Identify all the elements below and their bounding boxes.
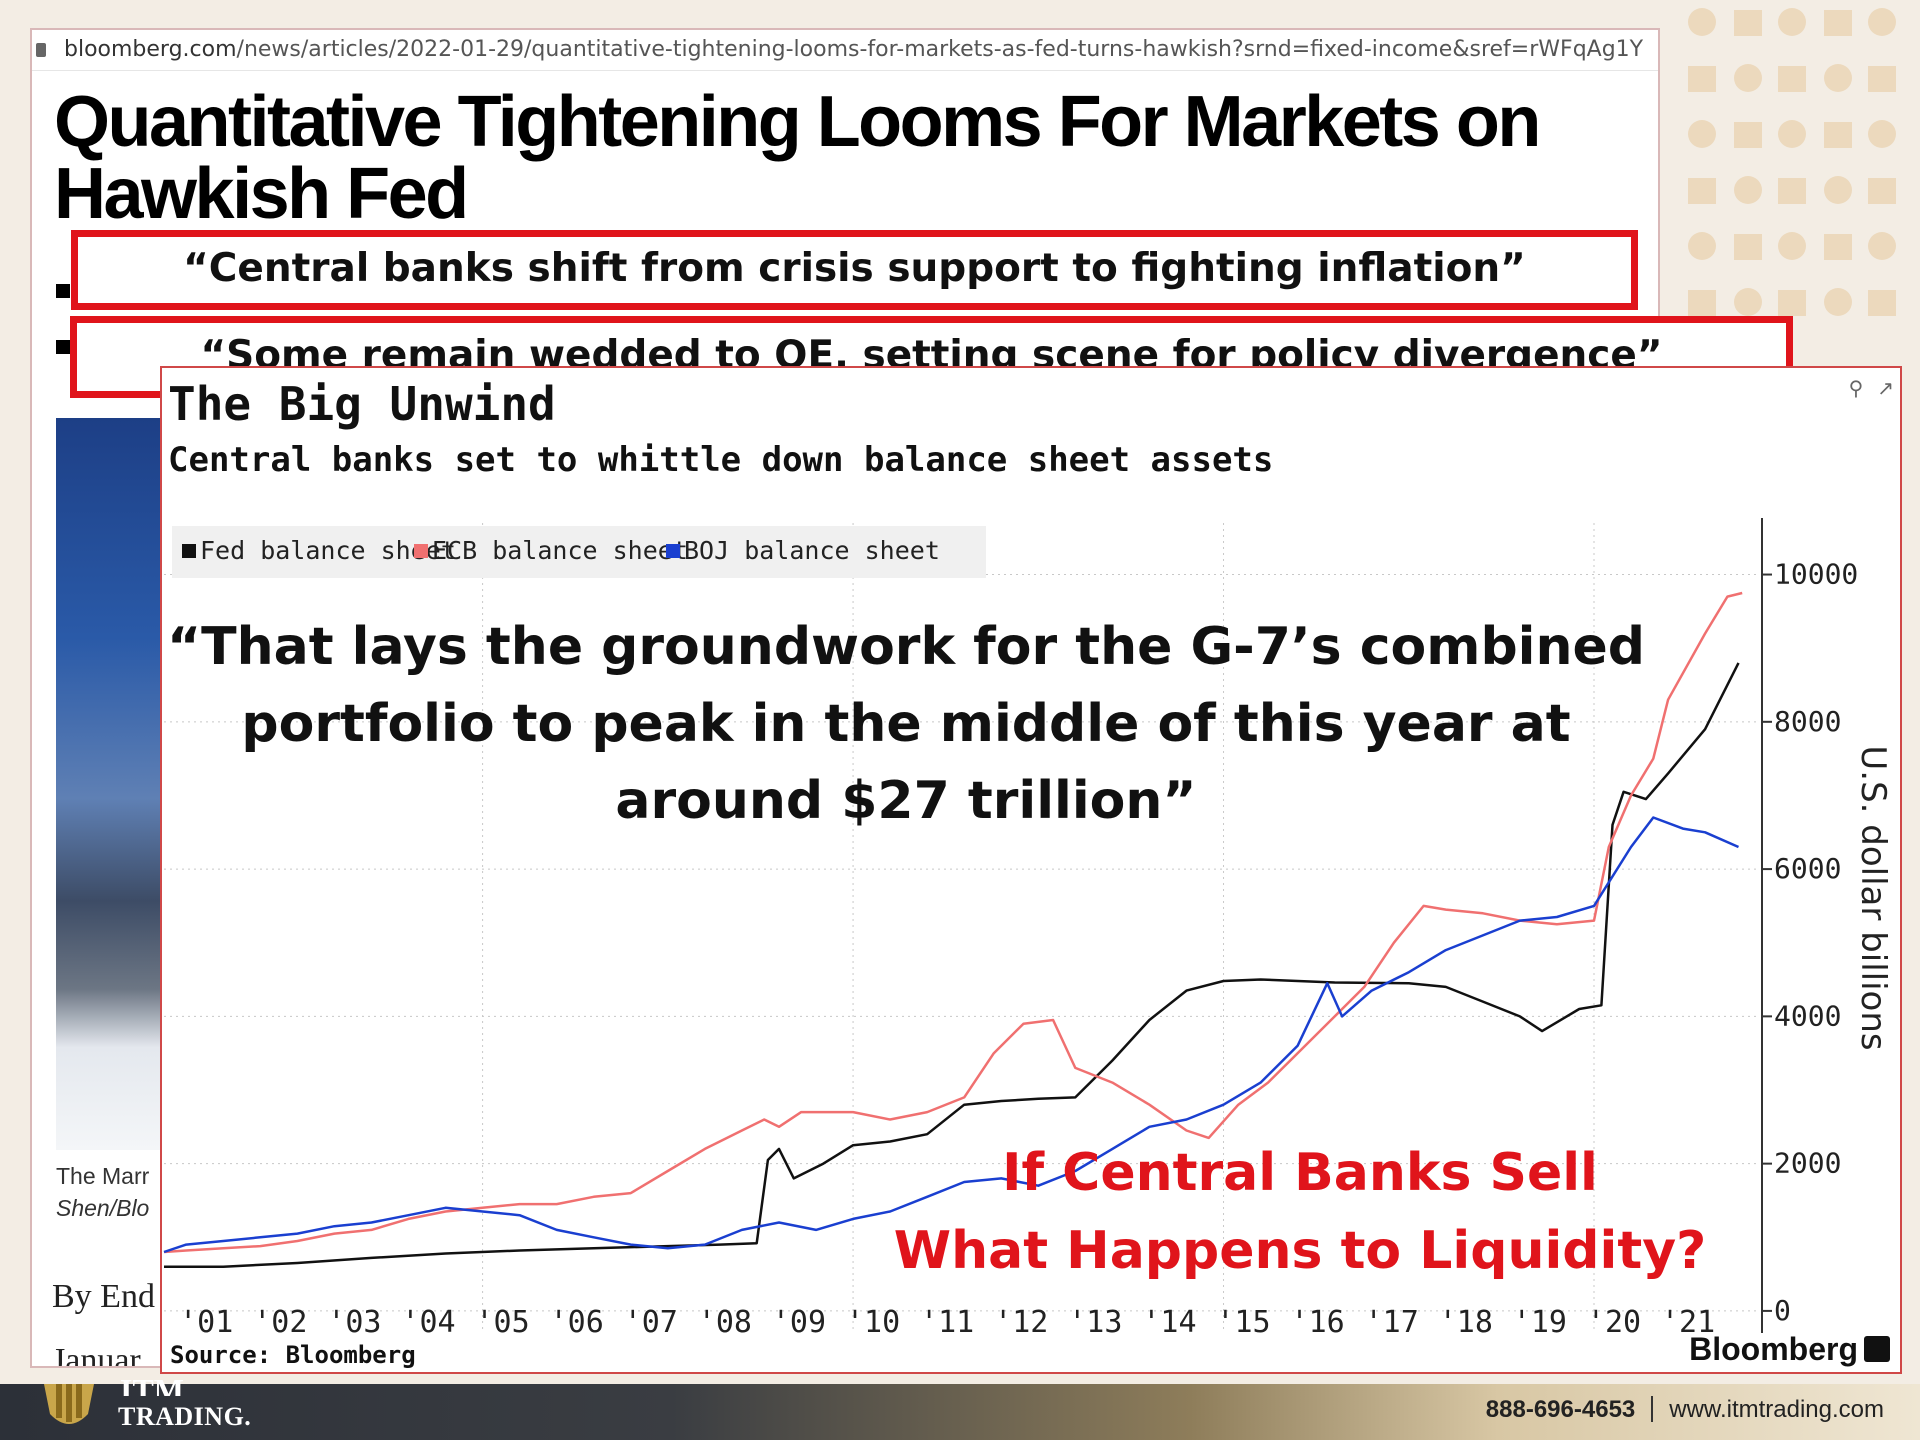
legend-entry: BOJ balance sheet (684, 536, 940, 565)
x-tick-label: '13 (1068, 1305, 1122, 1340)
y-tick-label: 6000 (1774, 852, 1841, 885)
chart-toolbar: ⚲ ↗ (1849, 368, 1894, 408)
logo-wordmark-top: ITM (120, 1376, 184, 1396)
bloomberg-logo-icon (1864, 1336, 1890, 1362)
y-tick-label: 0 (1774, 1294, 1791, 1327)
y-tick-label: 4000 (1774, 999, 1841, 1032)
x-tick-label: '15 (1216, 1305, 1270, 1340)
x-tick-label: '01 (179, 1305, 233, 1340)
x-tick-label: '08 (698, 1305, 752, 1340)
dateline: Januar (52, 1342, 141, 1368)
chart-subtitle: Central banks set to whittle down balanc… (168, 440, 1273, 480)
x-tick-label: '09 (772, 1305, 826, 1340)
x-tick-label: '11 (920, 1305, 974, 1340)
x-tick-label: '18 (1439, 1305, 1493, 1340)
x-tick-label: '14 (1142, 1305, 1196, 1340)
overlay-question-line-1: If Central Banks Sell (1002, 1143, 1598, 1203)
legend-swatch (182, 544, 196, 558)
photo-caption: The Marr Shen/Blo (56, 1160, 149, 1224)
legend-swatch (666, 544, 680, 558)
bullet-icon (56, 340, 70, 354)
y-axis-label: U.S. dollar billions (1853, 745, 1893, 1050)
chart-brand: Bloomberg (1689, 1331, 1858, 1367)
legend-entry: Fed balance sheet (200, 536, 456, 565)
bullet-icon (56, 284, 70, 298)
overlay-question-line-2: What Happens to Liquidity? (894, 1221, 1707, 1281)
contact-separator (1651, 1396, 1654, 1422)
website-link[interactable]: www.itmtrading.com (1669, 1396, 1884, 1423)
share-icon[interactable]: ↗ (1877, 377, 1894, 400)
contact-info: 888-696-4653 www.itmtrading.com (1486, 1396, 1884, 1424)
balance-sheet-chart: The Big Unwind Central banks set to whitt… (163, 377, 1893, 1369)
legend-swatch (414, 544, 428, 558)
phone-number: 888-696-4653 (1485, 1396, 1636, 1423)
caption-line-1: The Marr (56, 1163, 150, 1189)
decorative-pattern (1688, 8, 1896, 316)
x-tick-label: '03 (327, 1305, 381, 1340)
legend-entry: ECB balance sheet (432, 536, 688, 565)
lock-icon (36, 43, 46, 57)
legend-box (172, 526, 986, 578)
url-bar[interactable]: bloomberg.com/news/articles/2022-01-29/q… (32, 30, 1658, 71)
footer-bar: ITM TRADING. 888-696-4653 www.itmtrading.… (0, 1376, 1920, 1440)
byline: By End (52, 1278, 155, 1315)
callout-quote-1: “Central banks shift from crisis support… (71, 230, 1638, 310)
y-tick-label: 2000 (1774, 1147, 1841, 1180)
article-headline: Quantitative Tightening Looms For Market… (54, 86, 1654, 230)
chart-panel: The Big Unwind Central banks set to whitt… (160, 366, 1902, 1374)
caption-line-2: Shen/Blo (56, 1195, 150, 1221)
url-host: bloomberg.com (64, 37, 237, 62)
series-line-boj (163, 816, 1740, 1254)
x-tick-label: '10 (846, 1305, 900, 1340)
x-tick-label: '05 (476, 1305, 530, 1340)
y-tick-label: 8000 (1774, 705, 1841, 738)
x-tick-label: '06 (550, 1305, 604, 1340)
chart-title: The Big Unwind (168, 377, 556, 431)
x-tick-label: '20 (1587, 1305, 1641, 1340)
x-tick-label: '02 (253, 1305, 307, 1340)
x-tick-label: '21 (1661, 1305, 1715, 1340)
overlay-quote-line-3: around $27 trillion” (615, 771, 1196, 831)
x-tick-label: '04 (401, 1305, 455, 1340)
headline-line-1: Quantitative Tightening Looms For Market… (54, 82, 1541, 162)
chart-source: Source: Bloomberg (170, 1341, 416, 1369)
overlay-quote-line-2: portfolio to peak in the middle of this … (241, 694, 1570, 754)
x-tick-label: '17 (1365, 1305, 1419, 1340)
headline-line-2: Hawkish Fed (54, 154, 469, 234)
zoom-icon[interactable]: ⚲ (1848, 377, 1864, 400)
overlay-quote-line-1: “That lays the groundwork for the G-7’s … (167, 617, 1645, 677)
x-tick-label: '19 (1513, 1305, 1567, 1340)
x-tick-label: '16 (1291, 1305, 1345, 1340)
y-tick-label: 10000 (1774, 558, 1858, 591)
x-tick-label: '12 (994, 1305, 1048, 1340)
logo-wordmark: TRADING. (118, 1402, 252, 1431)
url-path: /news/articles/2022-01-29/quantitative-t… (236, 37, 1644, 62)
itm-logo-icon (44, 1384, 94, 1424)
x-tick-label: '07 (624, 1305, 678, 1340)
